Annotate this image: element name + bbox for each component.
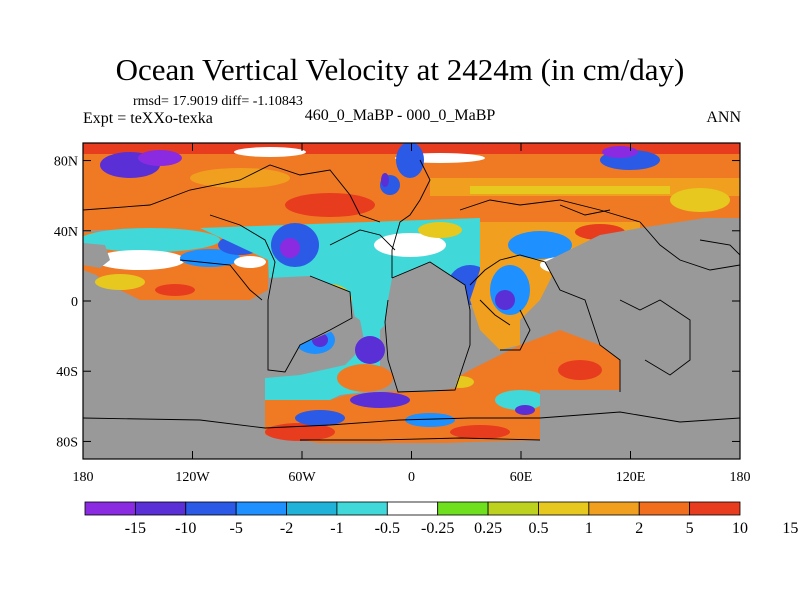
x-tick-label: 60E: [510, 470, 533, 485]
colorbar-label: 0.5: [528, 520, 548, 537]
africa-landmass: [385, 262, 470, 392]
plot-title: Ocean Vertical Velocity at 2424m (in cm/…: [115, 52, 685, 87]
colorbar-swatch: [386, 501, 439, 516]
y-tick-label: 40N: [54, 225, 78, 240]
colorbar-label: -0.25: [421, 520, 454, 537]
colorbar-label: -2: [280, 520, 293, 537]
colorbar: -15 -10 -5 -2 -1 -0.5 -0.25 0.25 0.5 1 2 5 10 15: [84, 501, 798, 537]
stats-line: rmsd= 17.9019 diff= -1.10843: [133, 94, 303, 109]
colorbar-label: -0.5: [375, 520, 400, 537]
x-tick-label: 180: [730, 470, 751, 485]
map-area: [83, 143, 740, 459]
colorbar-label: -15: [125, 520, 146, 537]
x-tick-label: 60W: [288, 470, 316, 485]
y-tick-label: 80S: [56, 435, 78, 450]
colorbar-swatch: [286, 501, 338, 516]
x-tick-label: 120W: [175, 470, 210, 485]
x-tick-label: 0: [408, 470, 415, 485]
colorbar-label: 1: [585, 520, 593, 537]
antarctica-west-landmass: [83, 430, 265, 459]
map-axes: 180 120W 60W 0 60E 120E 180 80N 40N 0 40S 80S: [54, 143, 751, 485]
y-tick-label: 80N: [54, 155, 78, 170]
pacific-landmass: [83, 243, 110, 268]
colorbar-swatch: [84, 501, 136, 516]
colorbar-swatch: [134, 501, 187, 516]
colorbar-label: 2: [635, 520, 643, 537]
colorbar-label: -10: [175, 520, 196, 537]
colorbar-label: -5: [229, 520, 242, 537]
colorbar-swatch: [538, 501, 590, 516]
colorbar-swatch: [638, 501, 691, 516]
colorbar-label: 10: [732, 520, 748, 537]
south-america-landmass: [268, 276, 355, 370]
colorbar-swatch: [437, 501, 489, 516]
colorbar-label: 5: [686, 520, 694, 537]
y-tick-label: 40S: [56, 365, 78, 380]
y-tick-label: 0: [71, 295, 78, 310]
colorbar-swatch: [689, 501, 741, 516]
land-masses: [83, 218, 740, 459]
colorbar-label: 0.25: [474, 520, 502, 537]
experiment-label: Expt = teXXo-texka: [83, 110, 213, 127]
eastern-landmass: [545, 218, 740, 375]
colorbar-label: 15: [782, 520, 798, 537]
colorbar-swatch: [487, 501, 539, 516]
colorbar-swatch: [235, 501, 287, 516]
colorbar-swatch: [336, 501, 388, 516]
colorbar-swatch: [588, 501, 640, 516]
antarctica-east-landmass: [540, 390, 740, 459]
case-label: 460_0_MaBP - 000_0_MaBP: [304, 107, 496, 124]
season-label: ANN: [706, 109, 741, 126]
x-tick-label: 120E: [616, 470, 646, 485]
x-tick-label: 180: [73, 470, 94, 485]
colorbar-swatch: [185, 501, 237, 516]
continent-outlines: [83, 159, 740, 441]
colorbar-label: -1: [330, 520, 343, 537]
antarctica-coast-landmass: [265, 443, 540, 459]
ocean-field: [83, 143, 740, 445]
